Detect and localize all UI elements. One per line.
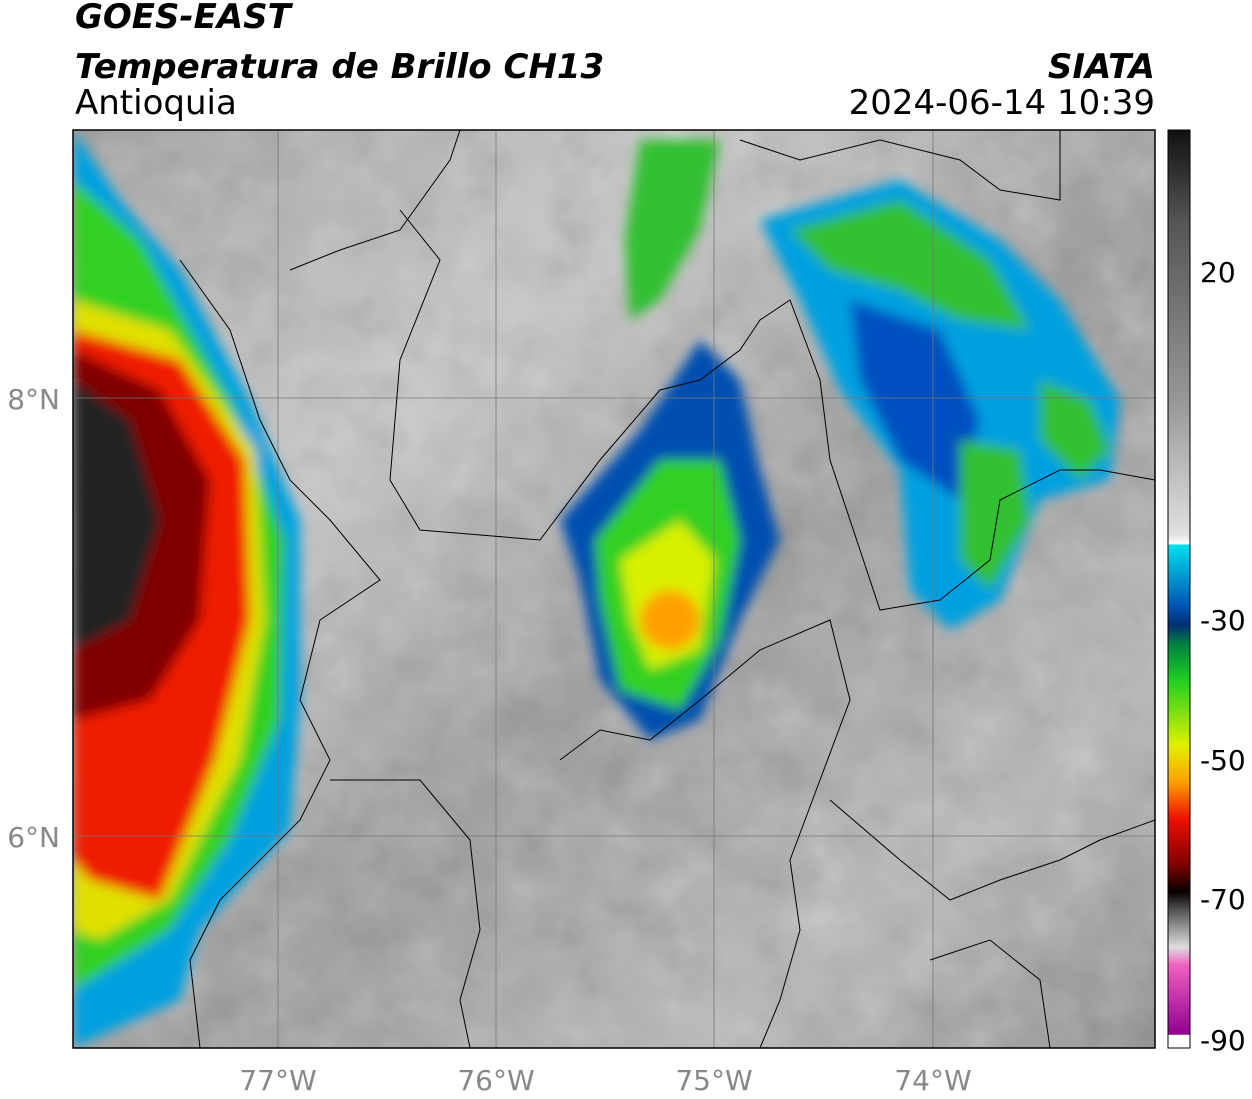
boundaries <box>179 130 1155 1048</box>
colorbar-tick-label: -30 <box>1200 604 1246 637</box>
colorbar-tick-label: -90 <box>1200 1024 1246 1057</box>
map-frame <box>72 129 1156 1049</box>
agency-label: SIATA <box>1048 47 1155 87</box>
colorbar-tick-label: 20 <box>1200 256 1236 289</box>
map-image <box>73 130 1155 1048</box>
product-title: Temperatura de Brillo CH13 <box>75 47 604 87</box>
lon-label: 74°W <box>894 1064 971 1097</box>
lat-label: 8°N <box>7 383 60 416</box>
region-label: Antioquia <box>75 83 237 123</box>
colorbar-tick-label: -50 <box>1200 744 1246 777</box>
lon-label: 75°W <box>675 1064 752 1097</box>
timestamp: 2024-06-14 10:39 <box>849 83 1155 123</box>
colorbar <box>1167 129 1191 1049</box>
lat-label: 6°N <box>7 821 60 854</box>
satellite-title: GOES-EAST <box>75 0 294 37</box>
colorbar-tick-label: -70 <box>1200 883 1246 916</box>
lon-label: 77°W <box>239 1064 316 1097</box>
lon-label: 76°W <box>457 1064 534 1097</box>
graticule <box>73 130 1155 1048</box>
